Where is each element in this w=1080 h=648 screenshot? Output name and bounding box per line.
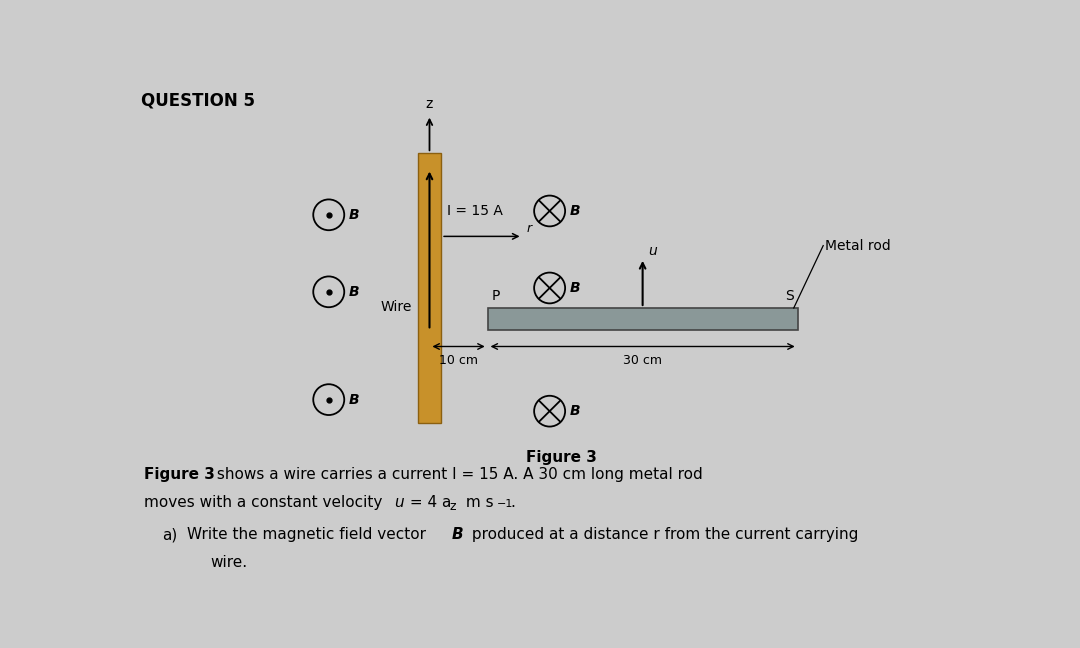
Bar bbox=[488, 308, 798, 330]
Text: P: P bbox=[491, 290, 500, 303]
Text: S: S bbox=[785, 290, 794, 303]
Text: B: B bbox=[349, 285, 360, 299]
Text: z: z bbox=[426, 97, 433, 111]
Text: I = 15 A: I = 15 A bbox=[447, 204, 503, 218]
Text: B: B bbox=[570, 404, 580, 418]
Text: a): a) bbox=[162, 527, 177, 542]
Text: B: B bbox=[570, 204, 580, 218]
Text: m s: m s bbox=[461, 495, 494, 510]
Text: u: u bbox=[648, 244, 657, 258]
Text: = 4 a: = 4 a bbox=[405, 495, 451, 510]
Text: 10 cm: 10 cm bbox=[440, 354, 478, 367]
Text: Metal rod: Metal rod bbox=[825, 238, 891, 253]
Text: B: B bbox=[451, 527, 463, 542]
Text: wire.: wire. bbox=[211, 555, 247, 570]
Text: B: B bbox=[570, 281, 580, 295]
Text: Wire: Wire bbox=[380, 300, 411, 314]
Text: Figure 3: Figure 3 bbox=[526, 450, 596, 465]
Bar bbox=[135, 457, 972, 577]
Text: u: u bbox=[394, 495, 404, 510]
Text: B: B bbox=[349, 393, 360, 407]
Text: produced at a distance r from the current carrying: produced at a distance r from the curren… bbox=[468, 527, 859, 542]
Text: moves with a constant velocity: moves with a constant velocity bbox=[145, 495, 388, 510]
Text: 30 cm: 30 cm bbox=[623, 354, 662, 367]
Text: Figure 3: Figure 3 bbox=[145, 467, 215, 482]
Text: shows a wire carries a current I = 15 A. A 30 cm long metal rod: shows a wire carries a current I = 15 A.… bbox=[212, 467, 702, 482]
Bar bbox=[418, 153, 441, 422]
Text: z: z bbox=[449, 500, 456, 513]
Text: .: . bbox=[510, 495, 515, 510]
Text: r: r bbox=[526, 222, 531, 235]
Text: QUESTION 5: QUESTION 5 bbox=[141, 91, 255, 110]
Text: Write the magnetic field vector: Write the magnetic field vector bbox=[187, 527, 431, 542]
Text: B: B bbox=[349, 208, 360, 222]
Text: −1: −1 bbox=[497, 499, 513, 509]
